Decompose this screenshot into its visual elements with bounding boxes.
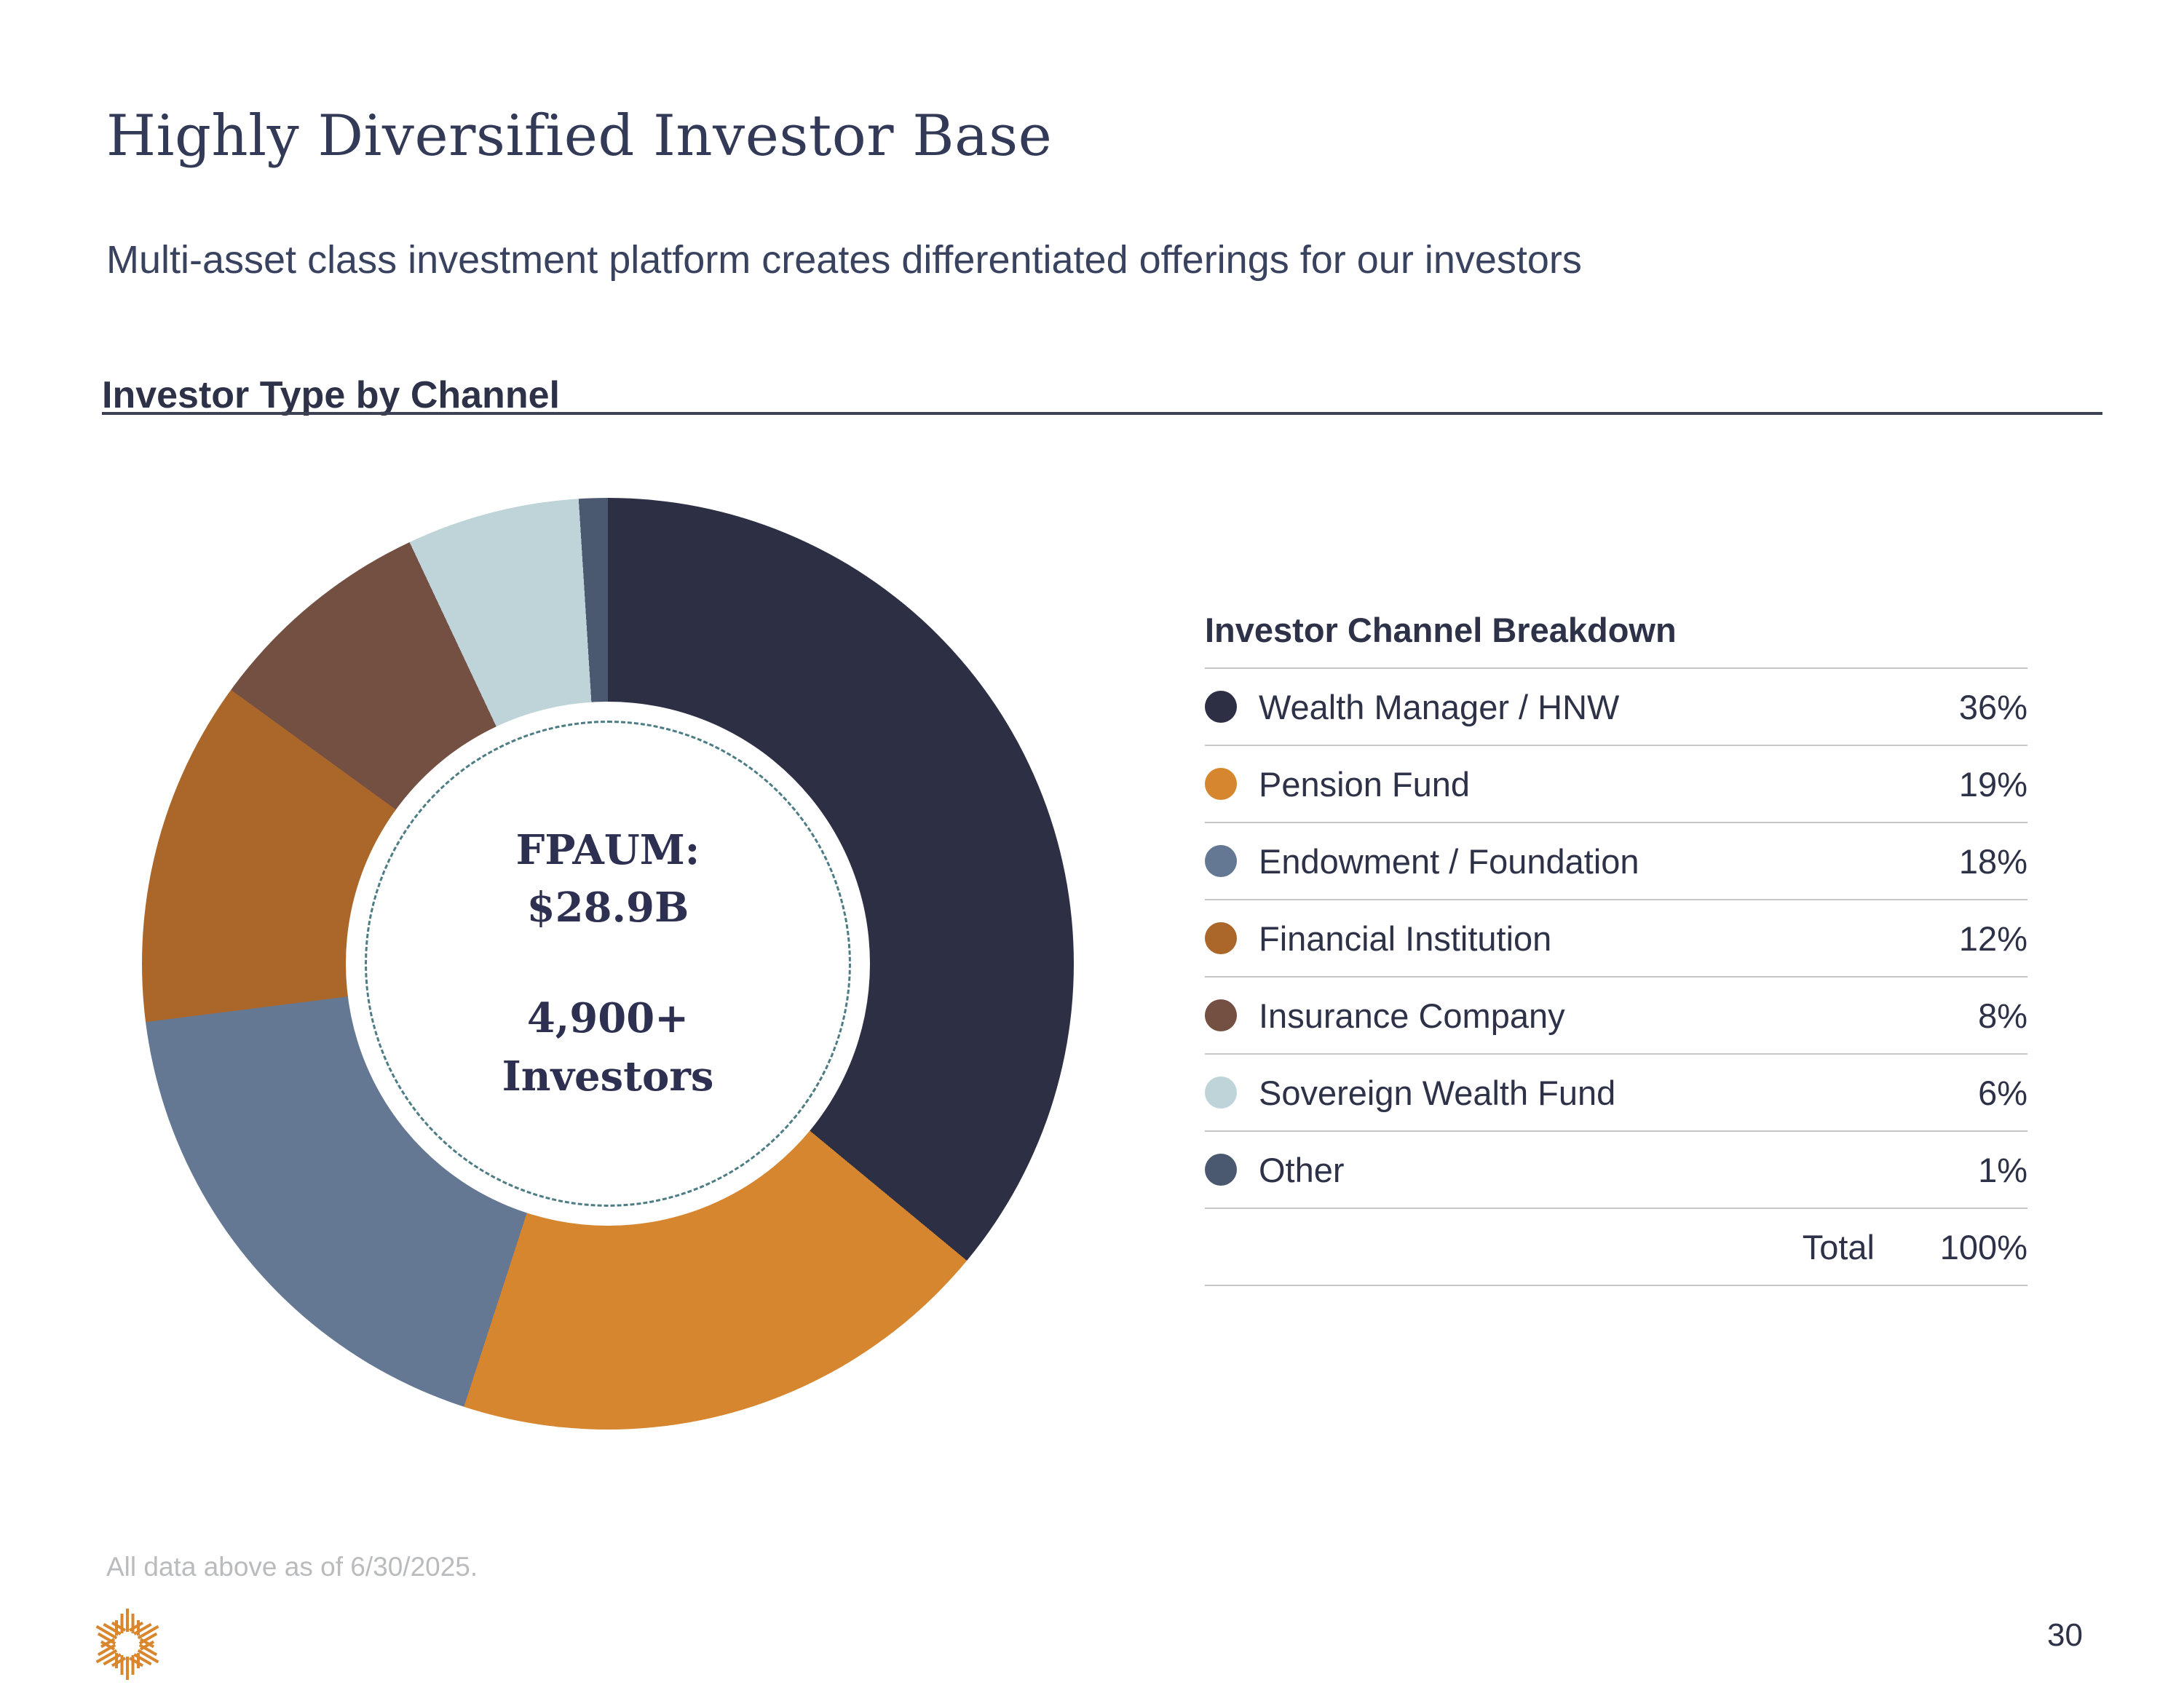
legend-panel: Investor Channel Breakdown Wealth Manage… xyxy=(1205,610,2027,1286)
legend-label: Insurance Company xyxy=(1259,996,1565,1035)
legend-value: 1% xyxy=(1978,1150,2027,1189)
legend-row: Sovereign Wealth Fund 6% xyxy=(1205,1055,2027,1132)
legend-color-dot xyxy=(1205,1077,1237,1109)
legend-total-row: Total 100% xyxy=(1205,1209,2027,1286)
legend-row: Other 1% xyxy=(1205,1132,2027,1209)
legend-rows: Wealth Manager / HNW 36% Pension Fund 19% En… xyxy=(1205,667,2027,1209)
total-value: 100% xyxy=(1939,1227,2027,1266)
legend-row: Endowment / Foundation 18% xyxy=(1205,823,2027,900)
legend-color-dot xyxy=(1205,999,1237,1031)
legend-row: Insurance Company 8% xyxy=(1205,978,2027,1055)
footnote: All data above as of 6/30/2025. xyxy=(106,1552,478,1582)
legend-color-dot xyxy=(1205,691,1237,723)
legend-label: Wealth Manager / HNW xyxy=(1259,687,1620,726)
legend-color-dot xyxy=(1205,1154,1237,1186)
legend-value: 19% xyxy=(1958,764,2027,804)
legend-title: Investor Channel Breakdown xyxy=(1205,611,1677,649)
legend-value: 18% xyxy=(1958,841,2027,881)
legend-value: 36% xyxy=(1958,687,2027,726)
legend-label: Pension Fund xyxy=(1259,764,1471,804)
legend-color-dot xyxy=(1205,845,1237,877)
legend-label: Financial Institution xyxy=(1259,919,1552,958)
donut-chart: FPAUM: $28.9B 4,900+ Investors xyxy=(142,498,1074,1430)
legend-value: 8% xyxy=(1978,996,2027,1035)
page-number: 30 xyxy=(2047,1617,2083,1653)
legend-label: Other xyxy=(1259,1150,1345,1189)
legend-color-dot xyxy=(1205,922,1237,954)
section-title: Investor Type by Channel xyxy=(102,374,560,417)
legend-row: Wealth Manager / HNW 36% xyxy=(1205,667,2027,746)
legend-value: 12% xyxy=(1958,919,2027,958)
starburst-logo-icon xyxy=(95,1609,159,1680)
section-divider xyxy=(102,412,2102,415)
page-title: Highly Diversified Investor Base xyxy=(106,103,1053,170)
legend-label: Endowment / Foundation xyxy=(1259,841,1639,881)
donut-dashed-ring xyxy=(365,721,851,1207)
legend-row: Pension Fund 19% xyxy=(1205,746,2027,823)
legend-value: 6% xyxy=(1978,1073,2027,1112)
legend-color-dot xyxy=(1205,768,1237,800)
legend-row: Financial Institution 12% xyxy=(1205,900,2027,978)
legend-label: Sovereign Wealth Fund xyxy=(1259,1073,1616,1112)
total-label: Total xyxy=(1802,1227,1875,1266)
page-subtitle: Multi-asset class investment platform cr… xyxy=(106,238,1582,282)
donut-hole: FPAUM: $28.9B 4,900+ Investors xyxy=(346,702,870,1226)
